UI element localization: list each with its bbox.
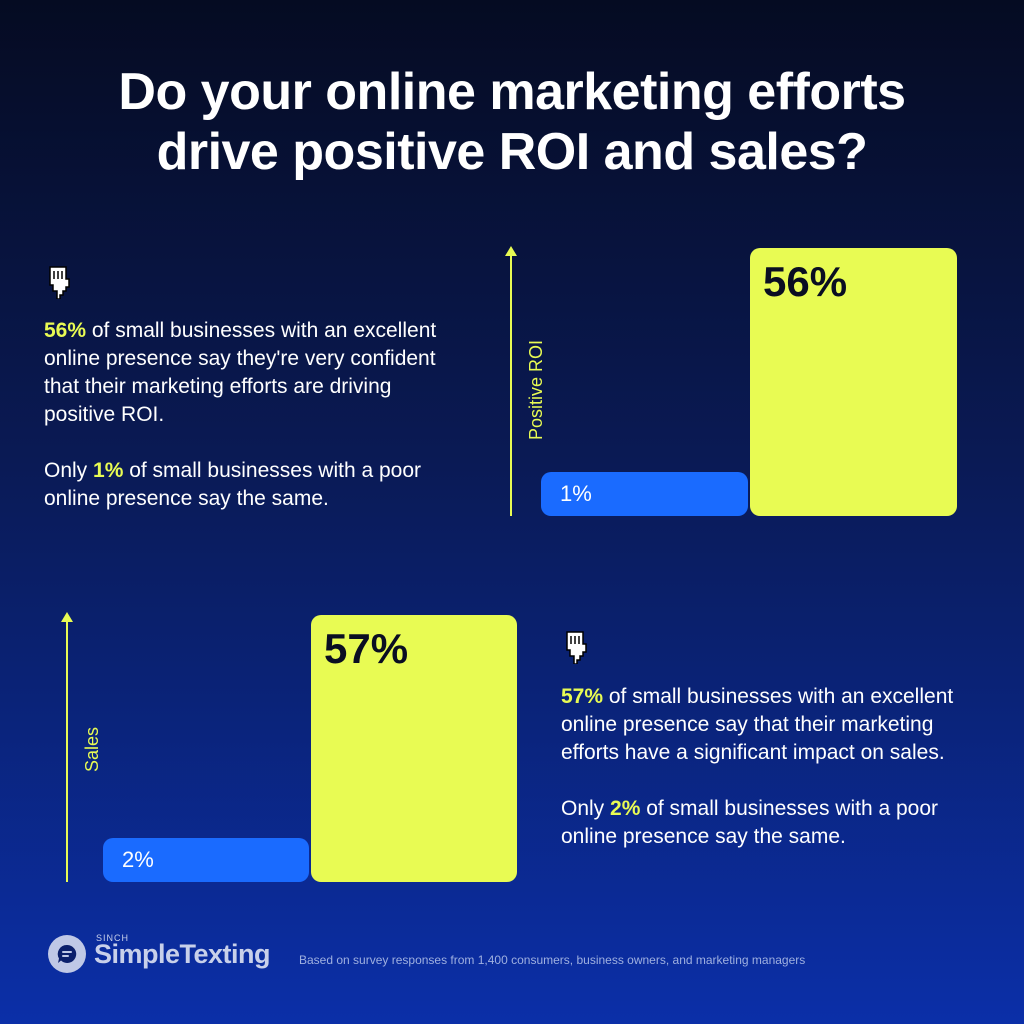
sales-bar-poor bbox=[103, 838, 309, 882]
roi-paragraph-1-text: of small businesses with an excellent on… bbox=[44, 319, 437, 426]
roi-paragraph-2-prefix: Only bbox=[44, 459, 94, 482]
sales-y-axis bbox=[66, 618, 68, 882]
sales-bar-poor-label: 2% bbox=[122, 847, 154, 872]
roi-bar-excellent-label: 56% bbox=[763, 258, 848, 305]
sales-paragraph-2-text: of small businesses with a poor online p… bbox=[561, 797, 939, 848]
title-line-1: Do your online marketing efforts bbox=[118, 63, 906, 121]
sales-paragraph-1-text: of small businesses with an excellent on… bbox=[561, 685, 954, 764]
sales-paragraph-2-prefix: Only bbox=[561, 797, 611, 820]
sales-bar-excellent-label: 57% bbox=[324, 625, 409, 672]
brand-small-text: SINCH bbox=[96, 932, 130, 943]
roi-description: 56% of small businesses with an excellen… bbox=[44, 317, 464, 513]
roi-y-axis bbox=[510, 252, 512, 516]
roi-bar-poor-label: 1% bbox=[560, 481, 592, 506]
pointing-down-hand-icon bbox=[566, 631, 587, 664]
roi-excellent-stat: 56% bbox=[44, 319, 87, 342]
sales-excellent-stat: 57% bbox=[561, 685, 604, 708]
brand-wordmark: SINCH SimpleTexting bbox=[94, 933, 271, 970]
roi-paragraph-1: 56% of small businesses with an excellen… bbox=[44, 317, 464, 429]
roi-axis-arrow bbox=[505, 246, 517, 256]
sales-paragraph-1: 57% of small businesses with an excellen… bbox=[561, 683, 981, 767]
sales-description: 57% of small businesses with an excellen… bbox=[561, 683, 981, 851]
pointing-down-hand-icon bbox=[49, 266, 70, 299]
sales-bar-excellent bbox=[311, 615, 517, 882]
sales-axis-label: Sales bbox=[82, 726, 102, 772]
chat-bubble-icon bbox=[48, 935, 86, 973]
roi-paragraph-2-text: of small businesses with a poor online p… bbox=[44, 459, 422, 510]
roi-axis-label: Positive ROI bbox=[526, 339, 546, 440]
roi-bar-excellent bbox=[750, 248, 957, 516]
title-line-2: drive positive ROI and sales? bbox=[156, 123, 868, 181]
sales-axis-arrow bbox=[61, 612, 73, 622]
brand-name: SimpleTexting bbox=[94, 938, 271, 969]
brand-logo: SINCH SimpleTexting bbox=[48, 933, 271, 973]
sales-paragraph-2: Only 2% of small businesses with a poor … bbox=[561, 795, 981, 851]
roi-paragraph-2: Only 1% of small businesses with a poor … bbox=[44, 457, 464, 513]
page-title: Do your online marketing efforts drive p… bbox=[0, 62, 1024, 182]
roi-poor-stat: 1% bbox=[93, 459, 124, 482]
roi-bar-poor bbox=[541, 472, 748, 516]
source-footnote: Based on survey responses from 1,400 con… bbox=[299, 953, 806, 967]
sales-poor-stat: 2% bbox=[610, 797, 641, 820]
